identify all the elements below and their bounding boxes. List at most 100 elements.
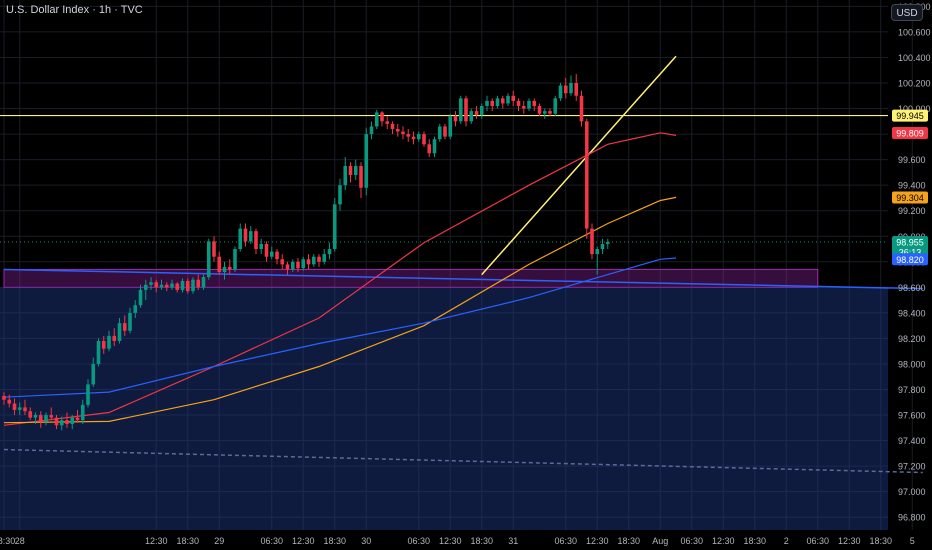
candle (206, 241, 211, 278)
x-tick-label: 12:30 (145, 536, 168, 546)
y-tick-label: 99.200 (898, 206, 926, 216)
price-label: 99.809 (896, 128, 924, 138)
candle (590, 228, 594, 255)
candle (296, 261, 300, 269)
candle (117, 323, 122, 341)
candle (437, 126, 442, 140)
candle (390, 123, 395, 129)
candle (322, 254, 327, 262)
candle (380, 112, 384, 122)
moving-average-line (3, 132, 677, 426)
candle (54, 417, 59, 426)
currency-button[interactable]: USD (891, 4, 923, 21)
candle (149, 282, 153, 285)
candle (138, 289, 143, 306)
price-label-bg (892, 109, 928, 122)
candle (401, 131, 405, 135)
price-label-bg (892, 253, 928, 266)
candle (264, 243, 269, 257)
candle (227, 266, 232, 270)
x-tick-label: 06:30 (806, 536, 829, 546)
candle (243, 228, 248, 242)
x-tick-label: 06:30 (680, 536, 703, 546)
candle (427, 144, 432, 154)
candle (506, 95, 510, 104)
candle (75, 417, 80, 421)
candle (49, 415, 54, 418)
y-tick-label: 98.200 (898, 334, 926, 344)
candle (416, 134, 421, 140)
candle (453, 116, 458, 122)
candle (212, 241, 216, 257)
countdown-label: 36:13 (899, 248, 922, 258)
candle (516, 100, 521, 106)
candle (248, 231, 253, 242)
candle (474, 111, 479, 115)
x-tick-label: 12:30 (439, 536, 462, 546)
candle (80, 404, 85, 421)
candle (548, 111, 552, 114)
candle (569, 83, 573, 94)
x-tick-label: Aug (652, 536, 668, 546)
demand-zone (0, 287, 888, 530)
candle (317, 256, 321, 262)
trendline (481, 55, 677, 276)
price-label: 98.955 (896, 238, 924, 248)
price-label: 99.304 (896, 193, 924, 203)
candle (558, 85, 563, 99)
candle (7, 399, 12, 404)
y-tick-label: 98.400 (898, 308, 926, 318)
candle (537, 106, 542, 114)
candle (133, 305, 138, 313)
x-tick-label: 06:30 (260, 536, 283, 546)
x-tick-label: 29 (214, 536, 224, 546)
y-tick-label: 100.000 (898, 104, 931, 114)
x-tick-label: 18:30 (176, 536, 199, 546)
candle (91, 363, 96, 385)
price-label: 98.820 (896, 255, 924, 265)
y-tick-label: 100.600 (898, 27, 931, 37)
candle (112, 335, 117, 341)
candle (28, 411, 33, 418)
candle (65, 420, 69, 424)
candle (175, 283, 180, 290)
candle (332, 204, 337, 250)
candle (238, 228, 243, 250)
candle (411, 136, 416, 140)
x-tick-label: 12:30 (292, 536, 315, 546)
candle (122, 323, 127, 331)
candle (259, 243, 264, 250)
candle (521, 106, 526, 109)
candle (44, 415, 48, 422)
y-tick-label: 98.600 (898, 283, 926, 293)
x-tick-label: 5 (910, 536, 915, 546)
trendline (3, 448, 923, 474)
price-label-bg (892, 236, 928, 259)
candle (353, 166, 358, 175)
candle (532, 100, 537, 106)
candle (343, 166, 348, 186)
candle (369, 126, 374, 135)
candle (422, 134, 426, 145)
x-tick-label: 06:30 (554, 536, 577, 546)
x-tick-label: 12:30 (712, 536, 735, 546)
moving-average-line (3, 196, 677, 424)
candle (38, 415, 43, 422)
candle (448, 116, 453, 137)
candle (101, 340, 106, 349)
x-axis-band (0, 530, 932, 550)
y-tick-label: 97.600 (898, 411, 926, 421)
y-tick-label: 99.600 (898, 155, 926, 165)
candle (154, 282, 159, 288)
candle (254, 231, 258, 250)
candle (527, 100, 531, 109)
candle (164, 284, 169, 288)
x-tick-label: 18:30 (617, 536, 640, 546)
candle (96, 340, 101, 364)
candle (70, 417, 75, 424)
candle (595, 249, 600, 255)
candle (605, 242, 610, 244)
candle (290, 261, 295, 270)
